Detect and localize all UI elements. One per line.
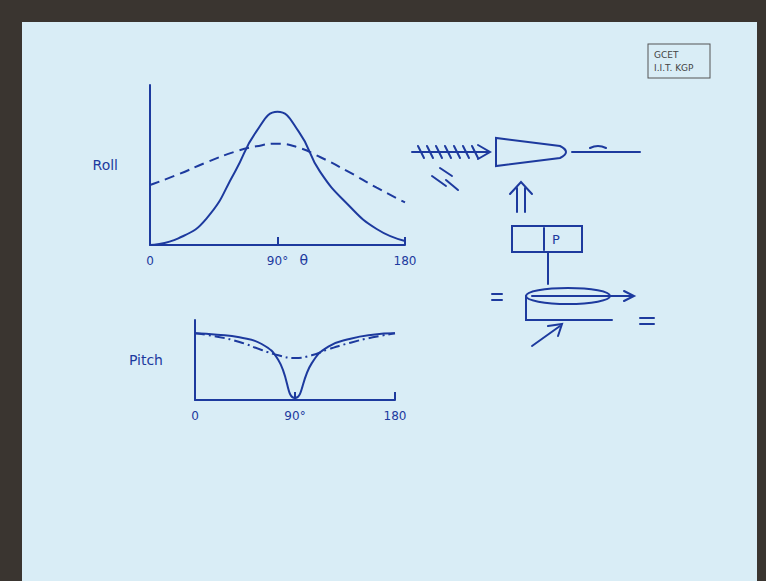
svg-text:180: 180 [394,254,417,268]
svg-text:90°: 90° [267,254,288,268]
svg-text:GCET: GCET [654,50,679,60]
svg-text:P: P [552,232,560,247]
svg-text:I.I.T. KGP: I.I.T. KGP [654,63,694,73]
svg-text:Pitch: Pitch [129,352,163,368]
svg-text:0: 0 [146,254,154,268]
svg-text:180: 180 [384,409,407,423]
svg-text:90°: 90° [284,409,305,423]
svg-text:Roll: Roll [93,157,118,173]
svg-text:θ: θ [300,252,309,268]
svg-text:0: 0 [191,409,199,423]
